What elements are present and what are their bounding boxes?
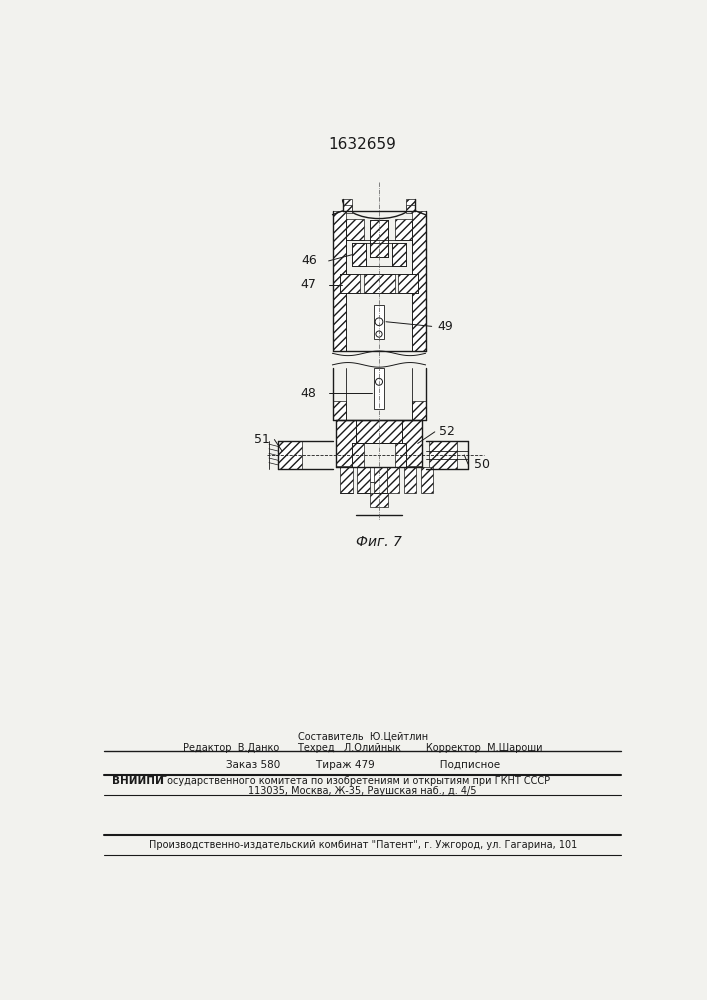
Bar — [406, 199, 416, 213]
Text: 52: 52 — [440, 425, 455, 438]
Bar — [373, 368, 385, 409]
Bar — [332, 401, 346, 420]
Bar — [398, 274, 418, 293]
Bar — [370, 493, 388, 507]
Bar — [395, 219, 411, 240]
Bar — [352, 243, 366, 266]
Text: 113035, Москва, Ж-35, Раушская наб., д. 4/5: 113035, Москва, Ж-35, Раушская наб., д. … — [248, 786, 477, 796]
Circle shape — [375, 378, 382, 385]
Bar — [392, 243, 406, 266]
Bar — [340, 274, 360, 293]
Bar — [406, 205, 416, 211]
Bar — [421, 466, 433, 493]
Text: 49: 49 — [437, 320, 453, 333]
Bar — [370, 220, 388, 257]
Bar — [395, 443, 406, 467]
Bar — [368, 466, 390, 482]
Bar — [387, 466, 399, 493]
Text: Производственно-издательский комбинат "Патент", г. Ужгород, ул. Гагарина, 101: Производственно-издательский комбинат "П… — [148, 840, 577, 850]
Circle shape — [375, 318, 383, 326]
Bar — [374, 466, 387, 493]
Text: Редактор  В.Данко      Техред   Л.Олийнык        Корректор  М.Шароши: Редактор В.Данко Техред Л.Олийнык Коррек… — [183, 743, 542, 753]
Bar — [346, 219, 363, 240]
Bar — [357, 466, 370, 493]
Bar — [332, 211, 346, 351]
Text: Фиг. 7: Фиг. 7 — [356, 535, 402, 549]
Bar — [279, 441, 301, 469]
Bar — [411, 211, 426, 351]
Text: ВНИИПИ: ВНИИПИ — [112, 776, 163, 786]
Bar — [411, 401, 426, 420]
Bar — [404, 466, 416, 493]
Bar — [337, 420, 356, 466]
Circle shape — [376, 331, 382, 337]
Text: 1632659: 1632659 — [329, 137, 397, 152]
Text: 47: 47 — [300, 278, 316, 291]
Text: 46: 46 — [301, 254, 317, 267]
Text: 51: 51 — [254, 433, 270, 446]
Bar — [402, 420, 421, 466]
Bar — [356, 420, 402, 443]
Text: Заказ 580           Тираж 479                    Подписное: Заказ 580 Тираж 479 Подписное — [226, 760, 500, 770]
Text: Составитель  Ю.Цейтлин: Составитель Ю.Цейтлин — [298, 731, 428, 741]
Text: Государственного комитета по изобретениям и открытиям при ГКНТ СССР: Государственного комитета по изобретения… — [158, 776, 550, 786]
Bar — [340, 466, 353, 493]
Bar — [363, 274, 395, 293]
Bar — [373, 305, 385, 339]
Bar — [352, 443, 363, 467]
Bar — [429, 441, 457, 469]
Text: 50: 50 — [474, 458, 491, 471]
Bar — [343, 205, 352, 211]
Bar — [343, 199, 352, 213]
Text: 48: 48 — [300, 387, 316, 400]
